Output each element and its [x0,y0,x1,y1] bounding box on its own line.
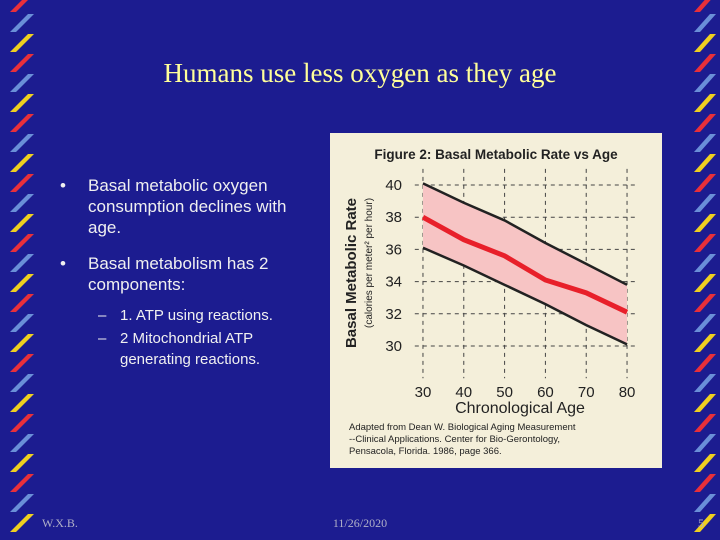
stripe [10,154,34,172]
x-tick-label: 30 [415,384,432,401]
stripe [694,334,716,352]
stripe [10,194,34,212]
stripe [694,354,716,372]
sub-bullet-marker: – [98,330,107,347]
y-tick-label: 34 [385,274,402,291]
bullet-marker: • [60,176,66,195]
stripe [10,514,34,532]
footer-right: 5 [698,516,704,530]
y-tick-label: 40 [385,177,402,194]
stripe [694,214,716,232]
stripe [694,194,716,212]
stripe [10,294,34,312]
stripe [694,474,716,492]
stripe [694,454,716,472]
stripe [694,0,711,12]
stripe [10,14,34,32]
bullet: Basal metabolic oxygen consumption decli… [88,176,287,237]
stripe [694,94,716,112]
stripe [10,34,34,52]
stripe [10,214,34,232]
stripe [10,394,34,412]
stripe [10,174,34,192]
stripe [10,0,28,12]
caption: Pensacola, Florida. 1986, page 366. [349,446,502,457]
stripe [10,134,34,152]
stripe [694,374,716,392]
stripe [10,334,34,352]
stripe [10,274,34,292]
y-tick-label: 30 [385,338,402,355]
stripe [694,274,716,292]
stripe [694,394,716,412]
chart: Figure 2: Basal Metabolic Rate vs Age Ba… [330,133,662,468]
stripe [694,154,716,172]
stripe [694,514,716,532]
x-tick-label: 60 [537,384,554,401]
stripe [10,254,34,272]
y-axis-label: Basal Metabolic Rate [343,198,360,348]
stripe [10,354,34,372]
stripe [10,54,34,72]
stripe [694,174,716,192]
stripe [10,94,34,112]
footer-left: W.X.B. [42,516,78,530]
sub-bullet: 2 Mitochondrial ATP generating reactions… [120,330,261,368]
stripe [694,14,716,32]
y-tick-label: 32 [385,306,402,323]
stripe [694,234,716,252]
x-tick-label: 40 [455,384,472,401]
y-axis-sublabel: (calories per meter² per hour) [364,198,375,328]
stripe [10,414,34,432]
line [422,246,628,346]
x-tick-label: 50 [496,384,513,401]
line [421,215,629,315]
caption: Adapted from Dean W. Biological Aging Me… [349,422,576,433]
stripe [10,434,34,452]
x-tick-label: 80 [619,384,636,401]
stripe [10,374,34,392]
stripe [10,314,34,332]
footer-center: 11/26/2020 [332,516,388,530]
band [422,183,628,345]
y-tick-label: 38 [385,209,402,226]
stripe [694,54,716,72]
line [422,182,628,286]
y-tick-label: 36 [385,241,402,258]
stripe [694,494,716,512]
slide-title: Humans use less oxygen as they age [163,58,557,88]
stripe [694,34,716,52]
caption: --Clinical Applications. Center for Bio-… [349,434,560,445]
chart-title: Figure 2: Basal Metabolic Rate vs Age [374,147,618,162]
sub-bullet-marker: – [98,307,107,324]
x-axis-label: Chronological Age [455,400,585,417]
stripe [10,474,34,492]
x-tick-label: 70 [578,384,595,401]
stripe [10,454,34,472]
stripe [694,74,716,92]
stripe [694,314,716,332]
bullet-marker: • [60,254,66,273]
stripe [694,114,716,132]
stripe [10,234,34,252]
stripe [10,114,34,132]
stripe [694,134,716,152]
stripe [694,294,716,312]
stripe [694,414,716,432]
stripe [694,254,716,272]
stripe [10,494,34,512]
stripe [694,434,716,452]
bullet: Basal metabolism has 2 components: [88,254,269,294]
sub-bullet: 1. ATP using reactions. [120,307,273,324]
stripe [10,74,34,92]
